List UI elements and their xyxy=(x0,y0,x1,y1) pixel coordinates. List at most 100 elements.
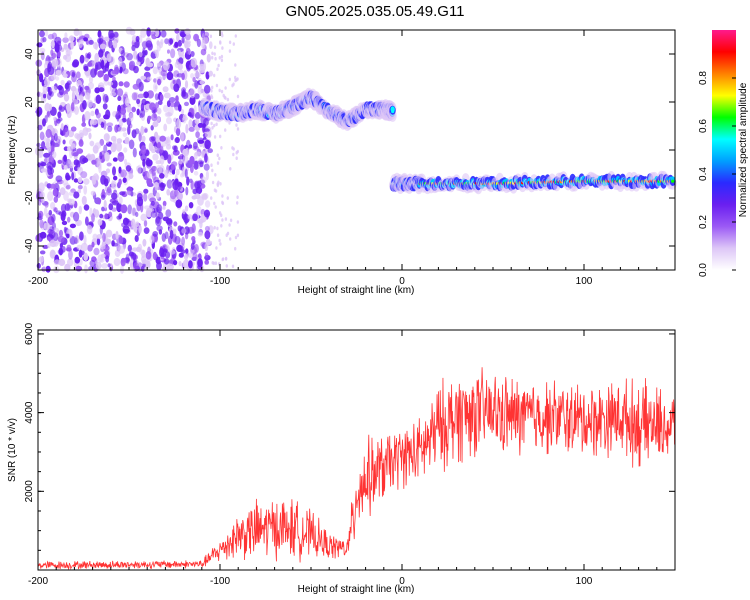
noise-blob xyxy=(204,252,209,258)
noise-blob xyxy=(164,231,169,240)
snr-y-tick-label: 6000 xyxy=(24,322,35,345)
noise-blob xyxy=(195,131,200,139)
noise-blob xyxy=(175,168,180,176)
noise-blob xyxy=(101,263,108,269)
noise-blob xyxy=(38,199,42,206)
noise-blob xyxy=(62,54,68,60)
noise-blob xyxy=(236,233,240,238)
noise-blob xyxy=(216,226,219,231)
noise-blob xyxy=(118,119,123,128)
noise-blob xyxy=(110,79,118,89)
noise-blob xyxy=(83,185,88,195)
noise-blob xyxy=(198,67,205,74)
noise-blob xyxy=(156,40,160,46)
noise-blob xyxy=(228,40,232,45)
noise-blob xyxy=(234,63,237,67)
noise-blob xyxy=(76,166,82,171)
noise-blob xyxy=(194,71,201,78)
noise-blob xyxy=(232,82,235,86)
noise-blob xyxy=(135,246,142,252)
noise-blob xyxy=(174,235,181,245)
noise-blob xyxy=(142,165,146,175)
noise-blob xyxy=(133,262,140,272)
noise-blob xyxy=(93,42,98,50)
noise-blob xyxy=(226,97,230,102)
snr-series-line xyxy=(37,367,676,571)
noise-blob xyxy=(222,93,225,98)
noise-blob xyxy=(155,216,160,224)
noise-blob xyxy=(160,39,164,45)
colorbar-tick-label: 0.0 xyxy=(698,263,709,277)
noise-blob xyxy=(190,73,195,79)
noise-blob xyxy=(112,76,116,82)
noise-blob xyxy=(170,134,174,141)
noise-blob xyxy=(88,75,94,84)
noise-blob xyxy=(147,90,154,99)
noise-blob xyxy=(88,82,94,90)
noise-blob xyxy=(185,186,189,196)
noise-blob xyxy=(116,138,123,144)
noise-blob xyxy=(187,252,194,258)
noise-blob xyxy=(48,226,55,232)
noise-blob xyxy=(63,93,70,102)
noise-blob xyxy=(62,139,66,145)
noise-blob xyxy=(144,128,148,133)
noise-blob xyxy=(235,156,238,160)
noise-blob xyxy=(108,203,114,211)
noise-blob xyxy=(149,234,155,244)
noise-blob xyxy=(55,175,63,182)
noise-blob xyxy=(126,105,132,113)
noise-blob xyxy=(60,203,67,213)
noise-blob xyxy=(78,139,84,147)
noise-blob xyxy=(133,65,139,74)
noise-blob xyxy=(116,88,124,97)
noise-blob xyxy=(138,132,142,142)
noise-blob xyxy=(118,245,125,254)
noise-blob xyxy=(103,133,110,141)
noise-blob xyxy=(146,171,153,179)
noise-blob xyxy=(89,259,96,267)
noise-blob xyxy=(47,61,52,69)
noise-blob xyxy=(159,173,165,179)
noise-blob xyxy=(58,86,64,96)
noise-blob xyxy=(154,28,160,38)
noise-blob xyxy=(229,167,232,171)
noise-blob xyxy=(180,131,184,142)
noise-blob xyxy=(74,151,79,156)
noise-blob xyxy=(194,80,199,89)
noise-blob xyxy=(182,148,188,156)
snr-x-axis-label: Height of straight line (km) xyxy=(298,584,415,595)
noise-blob xyxy=(194,181,201,191)
noise-blob xyxy=(162,248,168,254)
noise-blob xyxy=(174,28,180,34)
colorbar-fill xyxy=(712,30,736,270)
noise-blob xyxy=(211,126,214,130)
noise-blob xyxy=(138,81,144,92)
noise-blob xyxy=(115,230,119,240)
noise-blob xyxy=(181,109,185,115)
noise-blob xyxy=(117,152,125,162)
noise-blob xyxy=(79,95,83,102)
noise-blob xyxy=(75,265,83,272)
noise-blob xyxy=(197,258,203,268)
noise-blob xyxy=(219,134,222,139)
noise-blob xyxy=(115,142,123,152)
noise-blob xyxy=(89,140,95,147)
noise-blob xyxy=(140,145,147,155)
noise-blob xyxy=(96,237,101,246)
noise-blob xyxy=(228,223,231,227)
noise-blob xyxy=(222,257,225,261)
noise-blob xyxy=(169,101,175,108)
noise-blob xyxy=(143,227,150,235)
noise-blob xyxy=(73,159,80,166)
noise-blob xyxy=(236,220,240,224)
noise-blob xyxy=(211,55,214,60)
noise-blob xyxy=(43,222,51,231)
snr-y-tick-label: 4000 xyxy=(24,401,35,424)
noise-blob xyxy=(80,171,88,179)
noise-blob xyxy=(45,265,51,273)
noise-blob xyxy=(92,233,98,241)
noise-blob xyxy=(132,83,140,90)
noise-blob xyxy=(142,238,147,247)
noise-blob xyxy=(182,154,189,164)
